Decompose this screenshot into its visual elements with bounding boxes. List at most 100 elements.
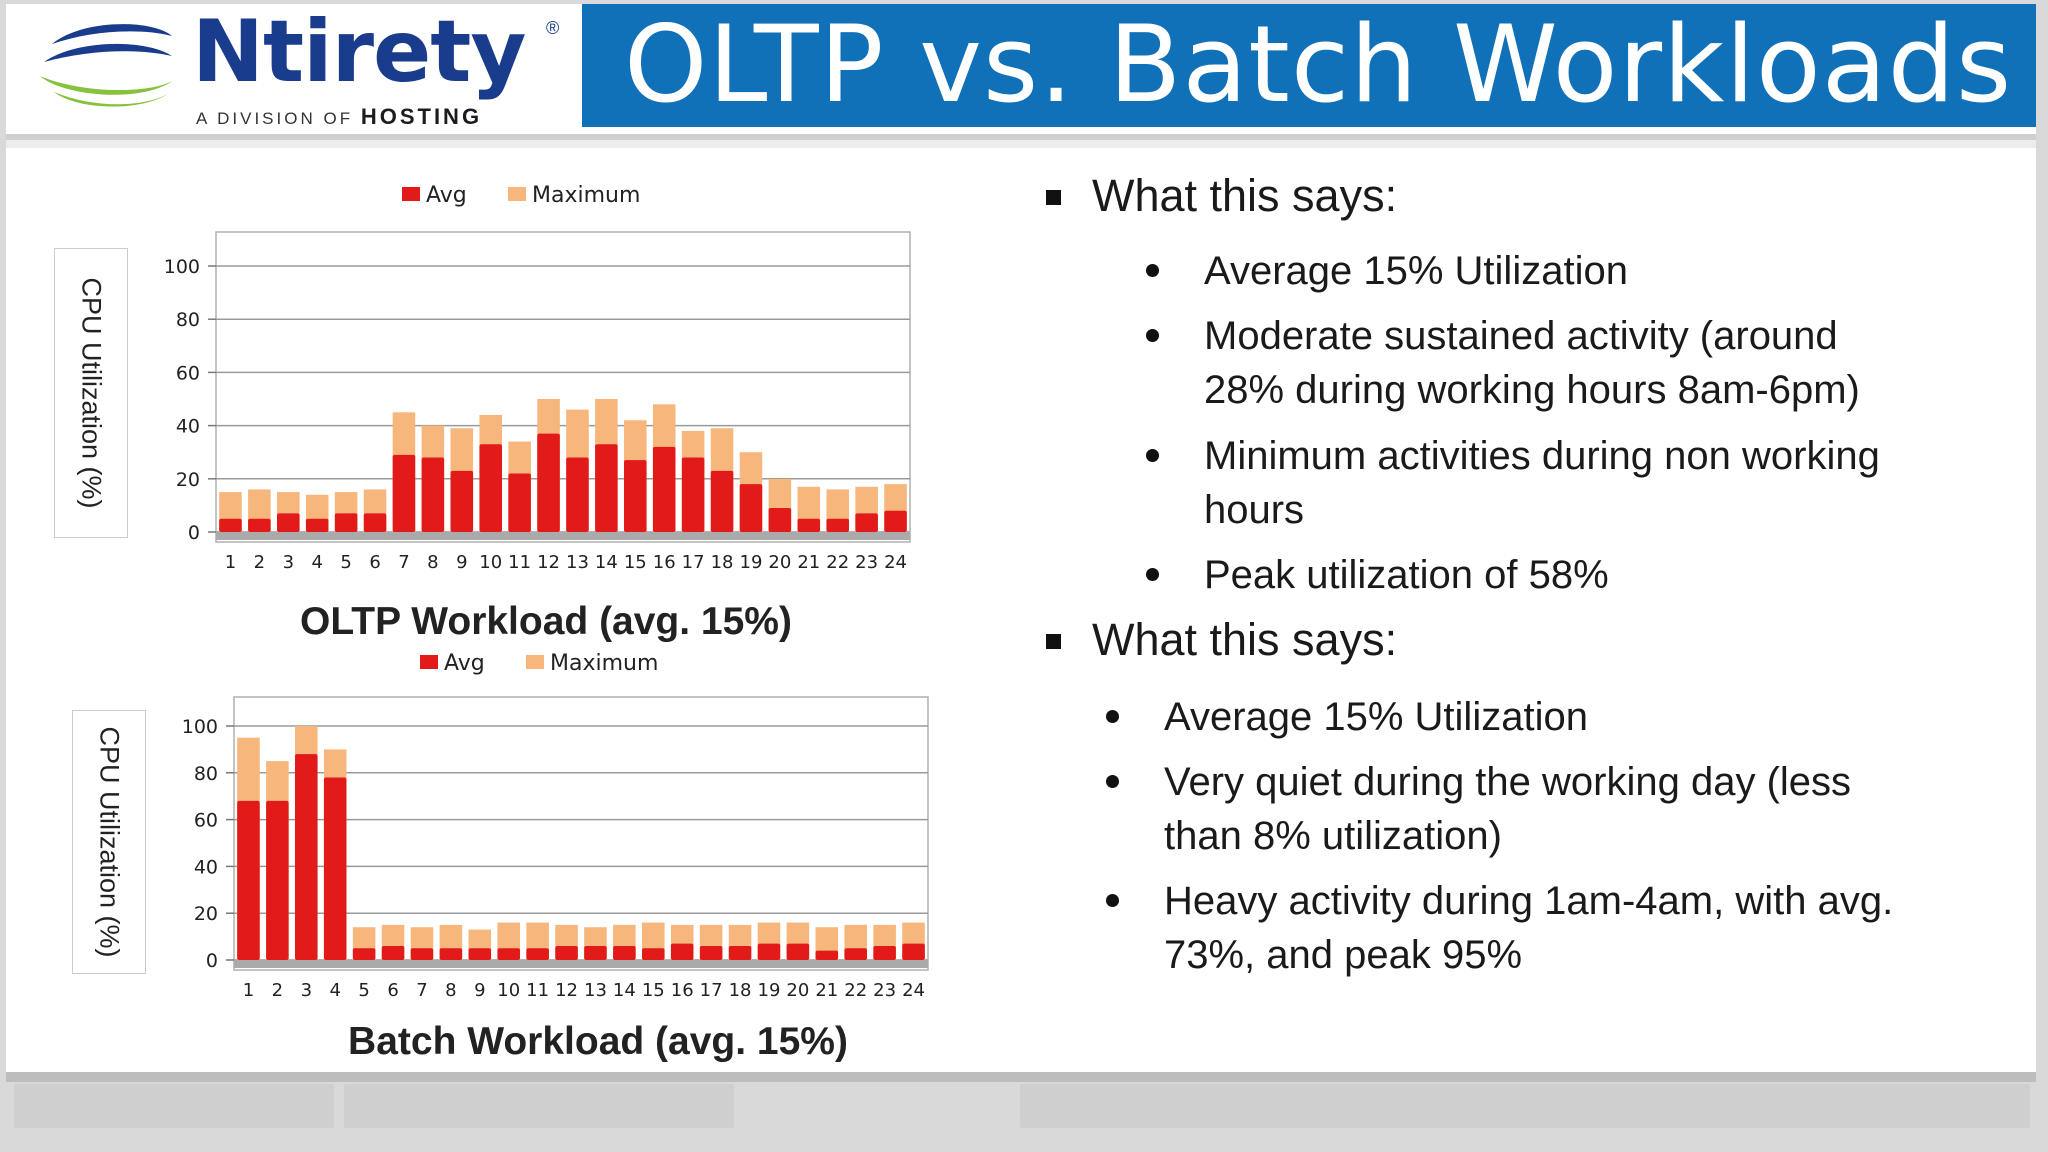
batch-xtick-label: 13 — [584, 980, 607, 1001]
oltp-bar-avg — [363, 513, 387, 532]
batch-ytick-label: 20 — [194, 903, 218, 925]
oltp-bar-avg — [508, 473, 531, 532]
square-bullet-icon — [1046, 634, 1061, 649]
batch-chart-title: Batch Workload (avg. 15%) — [348, 1020, 848, 1063]
oltp-xtick-label: 20 — [768, 552, 791, 573]
batch-xtick-label: 7 — [416, 980, 427, 1001]
batch-xtick-label: 4 — [329, 980, 340, 1001]
batch-bar-avg — [266, 800, 289, 960]
oltp-bar-avg — [305, 518, 329, 532]
oltp-bar-avg — [537, 433, 560, 532]
batch-xtick-label: 19 — [758, 980, 781, 1001]
batch-bar-avg — [439, 948, 463, 960]
oltp-bar-avg — [450, 470, 474, 532]
round-bullet-icon — [1106, 710, 1119, 723]
batch-plot-frame — [233, 696, 929, 971]
batch-bar-avg — [642, 948, 665, 960]
oltp-chart-title: OLTP Workload (avg. 15%) — [300, 600, 792, 643]
batch-xtick-label: 14 — [613, 980, 636, 1001]
batch-legend-maximum-label: Maximum — [550, 651, 658, 676]
oltp-xtick-label: 2 — [254, 552, 265, 573]
batch-ytick-label: 80 — [194, 763, 218, 785]
round-bullet-icon — [1106, 775, 1119, 788]
logo-swoosh-icon — [40, 24, 174, 107]
oltp-xtick-label: 3 — [283, 552, 294, 573]
footer-strip — [6, 1072, 2036, 1082]
batch-xtick-label: 11 — [526, 980, 549, 1001]
oltp-legend-maximum-label: Maximum — [532, 183, 640, 208]
oltp-xtick-label: 6 — [369, 552, 380, 573]
oltp-xtick-label: 18 — [711, 552, 734, 573]
oltp-xtick-label: 8 — [427, 552, 438, 573]
oltp-ytick-label: 40 — [176, 416, 200, 438]
oltp-ytick-label: 20 — [176, 469, 200, 491]
logo-division-name: HOSTING — [360, 104, 483, 129]
oltp-bar-avg — [566, 457, 589, 532]
batch-xtick-label: 22 — [844, 980, 867, 1001]
batch-bar-avg — [613, 945, 636, 960]
oltp-bar-avg — [334, 513, 358, 532]
oltp-bar-avg — [739, 484, 763, 532]
batch-bar-avg — [410, 948, 434, 960]
batch-bar-avg — [584, 945, 607, 960]
round-bullet-icon — [1106, 894, 1119, 907]
batch-bar-avg — [381, 945, 405, 960]
oltp-plot-frame — [215, 231, 911, 543]
batch-ytick-label: 40 — [194, 856, 218, 878]
oltp-bar-avg — [421, 457, 445, 532]
oltp-bar-avg — [710, 470, 734, 532]
batch-bar-avg — [786, 943, 810, 960]
oltp-bar-avg — [595, 444, 618, 532]
batch-bar-avg — [815, 950, 839, 960]
oltp-xtick-label: 5 — [340, 552, 351, 573]
batch-xtick-label: 15 — [642, 980, 665, 1001]
oltp-bar-avg — [681, 457, 705, 532]
batch-ytick-label: 60 — [194, 810, 218, 832]
ntirety-logo: Ntirety ® A DIVISION OF HOSTING — [32, 4, 572, 130]
batch-bar-avg — [237, 800, 260, 960]
batch-xtick-label: 24 — [902, 980, 925, 1001]
oltp-legend-avg-swatch — [402, 187, 420, 201]
oltp-bar-avg — [826, 518, 849, 532]
round-bullet-icon — [1146, 329, 1159, 342]
batch-xtick-label: 3 — [301, 980, 312, 1001]
batch-xtick-label: 8 — [445, 980, 456, 1001]
oltp-legend-maximum-swatch — [508, 187, 526, 201]
oltp-xtick-label: 23 — [855, 552, 878, 573]
oltp-bar-avg — [855, 513, 878, 532]
oltp-legend-avg-label: Avg — [426, 183, 467, 208]
batch-ytick-label: 100 — [182, 716, 218, 738]
batch-bar-avg — [902, 943, 925, 960]
oltp-xtick-label: 7 — [398, 552, 409, 573]
oltp-xtick-label: 9 — [456, 552, 467, 573]
round-bullet-icon — [1146, 449, 1159, 462]
batch-bar-avg — [699, 945, 723, 960]
oltp-ytick-label: 100 — [164, 256, 200, 278]
batch-legend-avg-swatch — [420, 655, 438, 669]
batch-xtick-label: 5 — [358, 980, 369, 1001]
batch-xtick-label: 16 — [671, 980, 694, 1001]
header-divider-shadow — [6, 140, 2036, 148]
oltp-xtick-label: 12 — [537, 552, 560, 573]
batch-bar-avg — [497, 948, 520, 960]
oltp-bar-avg — [392, 454, 416, 532]
batch-xtick-label: 17 — [700, 980, 723, 1001]
batch-plot-floor — [234, 960, 928, 968]
batch-bar-avg — [352, 948, 376, 960]
oltp-xtick-label: 19 — [740, 552, 763, 573]
batch-bar-avg — [468, 948, 492, 960]
logo-wordmark: Ntirety — [192, 4, 526, 102]
batch-xtick-label: 10 — [497, 980, 520, 1001]
oltp-xtick-label: 22 — [826, 552, 849, 573]
footer-tab-middle — [344, 1084, 734, 1128]
batch-xtick-label: 6 — [387, 980, 398, 1001]
oltp-xtick-label: 14 — [595, 552, 618, 573]
batch-chart: 0 20 40 60 80 100 1 2 3 4 5 6 7 8 9 10 11 12 13 14 15 16 17 18 1… — [6, 4, 1006, 1064]
batch-xtick-label: 12 — [555, 980, 578, 1001]
batch-xtick-label: 20 — [786, 980, 809, 1001]
oltp-xtick-label: 1 — [225, 552, 236, 573]
oltp-plot-floor — [216, 532, 910, 540]
oltp-xtick-label: 11 — [508, 552, 531, 573]
oltp-ytick-label: 80 — [176, 309, 200, 331]
oltp-xtick-label: 17 — [682, 552, 705, 573]
